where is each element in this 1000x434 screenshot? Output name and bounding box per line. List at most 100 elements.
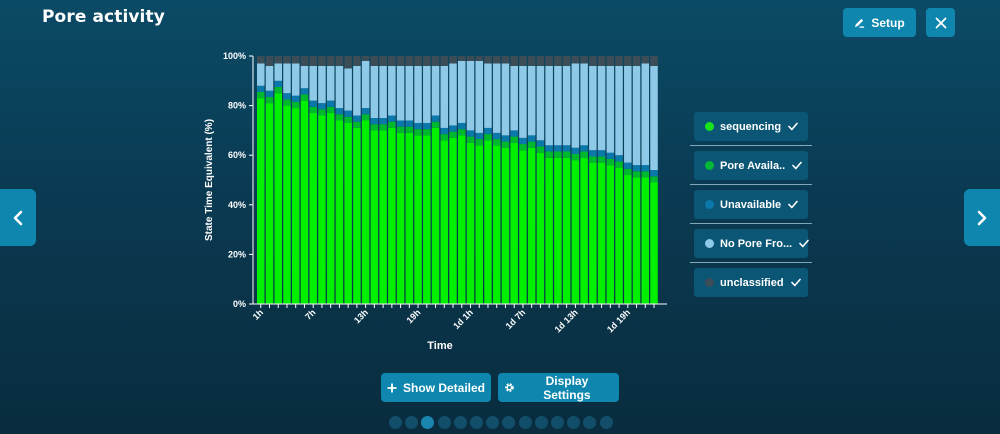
bar-segment (353, 56, 361, 66)
bar-segment (641, 165, 650, 172)
bar-segment (597, 65, 606, 151)
bar-segment (501, 147, 510, 304)
bar-segment (510, 130, 518, 137)
setup-button[interactable]: Setup (843, 8, 916, 37)
bar-segment (597, 56, 606, 66)
bar-segment (291, 101, 300, 109)
legend-label: sequencing (720, 120, 782, 133)
chevron-left-icon (13, 210, 23, 225)
bar-segment (536, 152, 545, 304)
pager-dot[interactable] (405, 416, 419, 429)
bar-segment (597, 162, 606, 304)
bar-segment (632, 171, 641, 178)
bar-segment (414, 129, 422, 136)
bar-segment (449, 56, 457, 64)
pager-dot[interactable] (534, 416, 548, 429)
bar-segment (545, 157, 553, 304)
bar-segment (440, 134, 449, 141)
bar-segment (326, 56, 335, 66)
bar-segment (440, 56, 449, 66)
bar-segment (353, 115, 361, 122)
bar-segment (414, 56, 422, 66)
bar-segment (326, 65, 335, 101)
bar-segment (519, 137, 527, 145)
x-tick-label: 1d 13h (553, 307, 580, 334)
bar-segment (615, 167, 623, 304)
bar-segment (562, 56, 571, 66)
legend-item[interactable]: unclassified (694, 268, 808, 297)
bar-segment (536, 140, 545, 147)
bar-segment (492, 145, 501, 304)
close-button[interactable] (926, 8, 955, 37)
legend-item[interactable]: Unavailable (694, 190, 808, 219)
bar-segment (283, 99, 291, 106)
pager-dot[interactable] (567, 416, 581, 429)
bar-segment (300, 94, 309, 101)
legend-item[interactable]: Pore Availa.. (694, 151, 808, 180)
x-tick-label: 1d 7h (504, 307, 528, 331)
bar-segment (624, 168, 632, 176)
bar-segment (458, 56, 466, 61)
bar-segment (571, 160, 580, 304)
pager-dot[interactable] (583, 416, 597, 429)
pager-dot[interactable] (518, 416, 532, 429)
bar-segment (449, 137, 457, 304)
bar-segment (265, 65, 274, 91)
bar-segment (440, 65, 449, 128)
bar-segment (554, 151, 562, 158)
pager-dot[interactable] (599, 416, 613, 429)
bar-segment (580, 56, 588, 64)
bar-segment (624, 65, 632, 163)
pager-dot[interactable] (389, 416, 402, 429)
bar-segment (466, 56, 475, 61)
bar-segment (431, 127, 440, 304)
bar-segment (361, 114, 370, 121)
bar-segment (423, 56, 431, 66)
next-chart-button[interactable] (964, 189, 1000, 246)
legend-divider (690, 184, 812, 185)
bar-segment (484, 63, 492, 128)
bar-segment (606, 56, 615, 66)
pager-dot[interactable] (470, 416, 483, 429)
bar-segment (589, 65, 597, 151)
bar-segment (300, 100, 309, 304)
bar-segment (353, 127, 361, 304)
legend-item[interactable]: No Pore Fro... (694, 229, 809, 258)
bar-segment (318, 56, 326, 66)
pencil-ruler-icon (855, 18, 865, 28)
bar-segment (589, 156, 597, 163)
bar-segment (309, 56, 317, 66)
checkmark-icon (790, 278, 801, 287)
pager-dot[interactable] (453, 416, 467, 429)
legend-item[interactable]: sequencing (694, 112, 808, 141)
bar-segment (370, 65, 379, 118)
bar-segment (475, 132, 483, 140)
bar-segment (501, 63, 510, 136)
bar-segment (624, 56, 632, 66)
bar-segment (265, 56, 274, 66)
pager-dot[interactable] (421, 416, 435, 429)
bar-segment (257, 85, 265, 92)
pager-dot[interactable] (502, 416, 516, 429)
bar-segment (562, 145, 571, 152)
bar-segment (615, 155, 623, 162)
pager-dot[interactable] (551, 416, 564, 429)
bar-segment (492, 132, 501, 140)
legend-label: unclassified (720, 276, 784, 289)
legend-divider (690, 145, 812, 146)
bar-segment (318, 65, 326, 104)
bar-segment (274, 80, 282, 87)
bar-segment (449, 63, 457, 126)
legend-color-dot (705, 200, 714, 209)
pager-dot[interactable] (437, 416, 451, 429)
bar-segment (562, 65, 571, 146)
show-detailed-button[interactable]: Show Detailed (381, 373, 491, 402)
bar-segment (291, 108, 300, 304)
pager-dot[interactable] (486, 416, 500, 429)
display-settings-button[interactable]: Display Settings (498, 373, 619, 402)
bar-segment (519, 56, 527, 66)
bar-segment (344, 122, 352, 305)
previous-chart-button[interactable] (0, 189, 36, 246)
bar-segment (492, 56, 501, 64)
bar-segment (650, 65, 658, 171)
